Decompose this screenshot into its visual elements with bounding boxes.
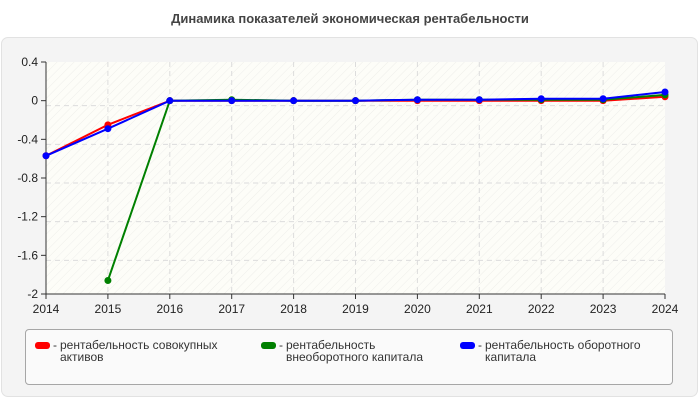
chart-title: Динамика показателей экономическая рента… — [171, 11, 529, 26]
y-tick-label: -1.6 — [17, 248, 38, 262]
data-point[interactable] — [104, 276, 112, 284]
data-point[interactable] — [166, 97, 174, 105]
x-tick-label: 2018 — [280, 302, 307, 316]
data-point[interactable] — [290, 97, 298, 105]
x-tick-label: 2021 — [466, 302, 493, 316]
legend-swatch — [35, 342, 50, 349]
y-tick-label: 0.4 — [21, 55, 38, 69]
series-2 — [42, 88, 669, 160]
data-point[interactable] — [475, 96, 483, 104]
data-point[interactable] — [537, 95, 545, 103]
data-point[interactable] — [228, 97, 236, 105]
x-tick-label: 2017 — [218, 302, 245, 316]
x-tick-label: 2024 — [652, 302, 679, 316]
x-tick-label: 2019 — [342, 302, 369, 316]
x-tick-label: 2014 — [33, 302, 60, 316]
y-tick-label: -1.2 — [17, 210, 38, 224]
y-tick-label: -0.4 — [17, 132, 38, 146]
data-point[interactable] — [352, 97, 359, 105]
legend — [25, 329, 673, 385]
data-point[interactable] — [661, 88, 669, 96]
legend-item-total-assets[interactable]: - рентабельность совокупных активов — [35, 339, 218, 363]
x-tick-label: 2016 — [156, 302, 183, 316]
legend-item-working-capital[interactable]: - рентабельность оборотного капитала — [460, 339, 641, 363]
plot-area — [46, 62, 665, 294]
legend-item-noncurrent-capital[interactable]: - рентабельность внеоборотного капитала — [261, 339, 423, 363]
legend-swatch — [460, 342, 475, 349]
legend-swatch — [261, 342, 276, 349]
data-point[interactable] — [42, 152, 50, 160]
x-tick-label: 2023 — [590, 302, 617, 316]
y-tick-label: -2 — [27, 287, 38, 301]
y-tick-label: 0 — [31, 94, 38, 108]
y-tick-label: -0.8 — [17, 171, 38, 185]
data-point[interactable] — [104, 125, 112, 133]
x-tick-label: 2015 — [95, 302, 122, 316]
x-tick-label: 2022 — [528, 302, 555, 316]
data-point[interactable] — [413, 96, 421, 104]
data-point[interactable] — [599, 95, 607, 103]
x-tick-label: 2020 — [404, 302, 431, 316]
